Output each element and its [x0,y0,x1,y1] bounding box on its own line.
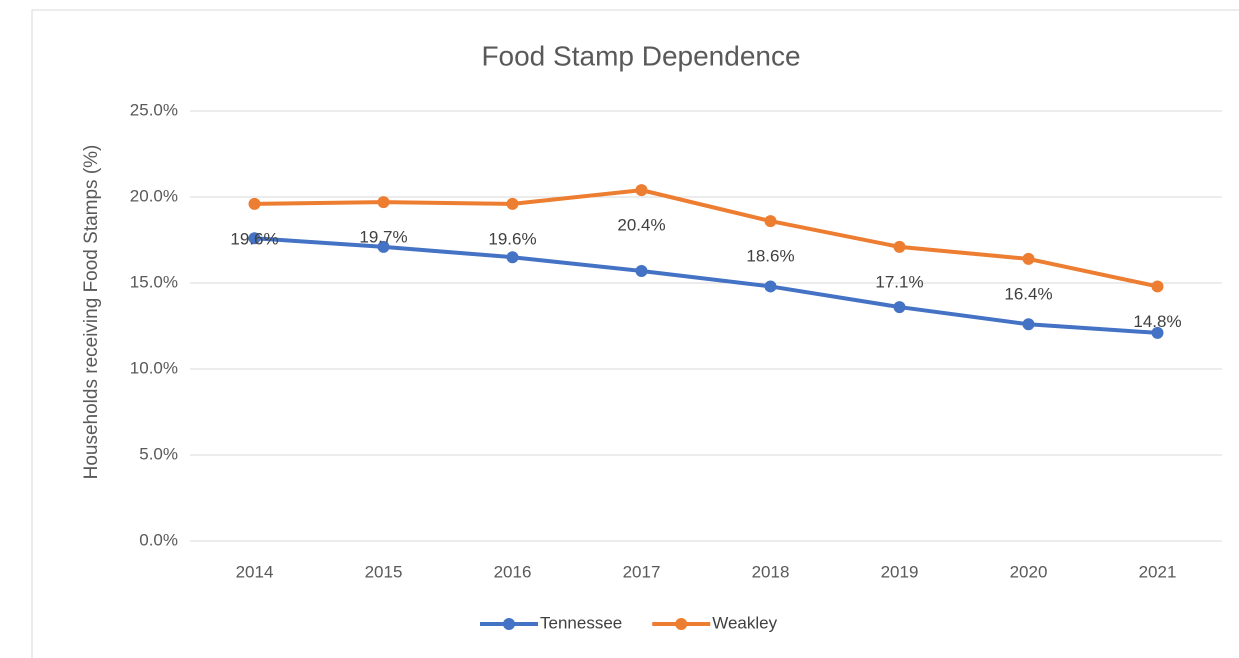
y-axis-label: Households receiving Food Stamps (%) [81,145,102,480]
marker [506,197,519,210]
x-tick-label: 2014 [236,562,274,581]
y-tick-label: 5.0% [139,444,178,463]
y-tick-label: 0.0% [139,530,178,549]
marker [893,301,906,314]
data-label: 20.4% [617,216,665,235]
x-tick-label: 2015 [365,562,403,581]
y-tick-label: 10.0% [130,358,178,377]
x-tick-label: 2018 [752,562,790,581]
marker [377,240,390,253]
data-label: 16.4% [1004,284,1052,303]
marker [635,264,648,277]
y-tick-label: 25.0% [130,100,178,119]
legend-marker [675,618,688,630]
marker [764,215,777,228]
x-tick-label: 2016 [494,562,532,581]
data-label: 19.6% [488,229,536,248]
marker [635,184,648,197]
marker [506,251,519,264]
data-label: 18.6% [746,247,794,266]
marker [1022,252,1035,265]
y-tick-label: 15.0% [130,272,178,291]
marker [1022,318,1035,331]
legend-label: Weakley [712,613,777,632]
data-label: 19.6% [230,229,278,248]
legend-marker [503,618,515,630]
chart-frame [31,9,1239,658]
series-line [252,236,1160,335]
marker [893,240,906,253]
marker [1151,280,1164,293]
chart-title: Food Stamp Dependence [481,40,800,71]
marker [248,197,261,210]
marker [1151,326,1164,339]
data-label: 17.1% [875,272,923,291]
y-tick-label: 20.0% [130,186,178,205]
series-line [252,188,1160,289]
marker [377,196,390,209]
x-tick-label: 2019 [881,562,919,581]
marker [764,280,777,293]
data-label: 19.7% [359,228,407,247]
x-tick-label: 2021 [1139,562,1177,581]
x-tick-label: 2017 [623,562,661,581]
data-label: 14.8% [1133,312,1181,331]
legend-label: Tennessee [540,613,622,632]
marker [248,232,261,245]
x-tick-label: 2020 [1010,562,1048,581]
